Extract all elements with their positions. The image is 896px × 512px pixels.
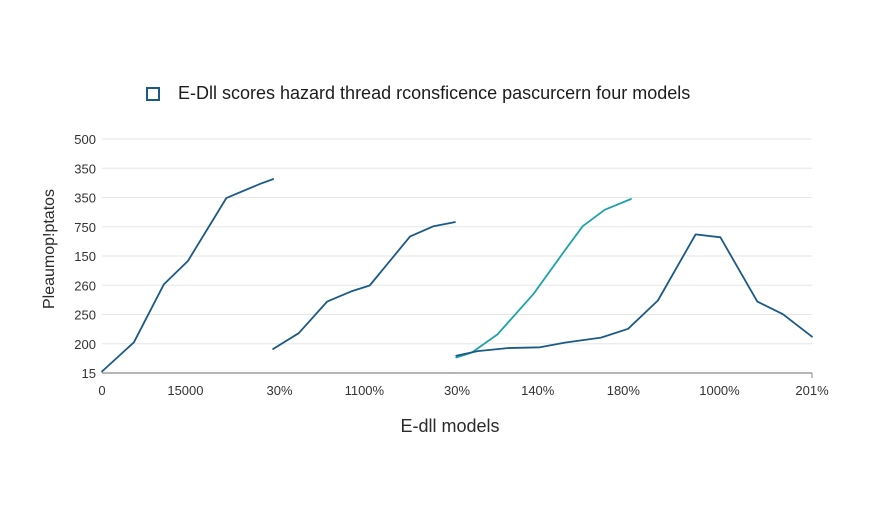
x-tick-label: 140% [521, 383, 555, 398]
x-tick-label: 1000% [699, 383, 740, 398]
x-tick-label: 1100% [345, 383, 385, 398]
y-tick-label: 250 [74, 308, 96, 323]
x-tick-label: 180% [607, 383, 641, 398]
x-tick-label: 15000 [167, 383, 203, 398]
series-line-4 [455, 233, 813, 357]
gridlines [102, 138, 812, 345]
series-line-1 [101, 178, 275, 373]
y-tick-label: 15 [82, 366, 96, 381]
y-tick-label: 260 [74, 278, 96, 293]
legend-swatch-icon [146, 86, 160, 101]
axes [102, 372, 813, 378]
tick-labels: 500 350 350 750 150 260 250 200 150 15000 30% 1100%… [74, 132, 829, 398]
x-tick-label: 0 [98, 383, 105, 398]
y-tick-label: 350 [74, 191, 96, 206]
series-line-2 [272, 221, 456, 350]
x-tick-label: 30% [444, 383, 470, 398]
series-line-3 [455, 198, 632, 359]
chart-title: E-Dll scores hazard thread rconsficence … [178, 83, 691, 103]
y-tick-label: 350 [74, 161, 96, 176]
x-axis-label: E-dll models [400, 416, 499, 436]
x-tick-label: 30% [266, 383, 292, 398]
y-tick-label: 750 [74, 220, 96, 235]
legend: E-Dll scores hazard thread rconsficence … [146, 83, 690, 104]
x-tick-label: 201% [795, 383, 829, 398]
series-lines [101, 178, 813, 373]
y-tick-label: 150 [74, 249, 96, 264]
y-tick-label: 500 [74, 132, 96, 147]
y-tick-label: 200 [74, 337, 96, 352]
y-axis-label: Pleaumop!ptatos [41, 189, 58, 309]
